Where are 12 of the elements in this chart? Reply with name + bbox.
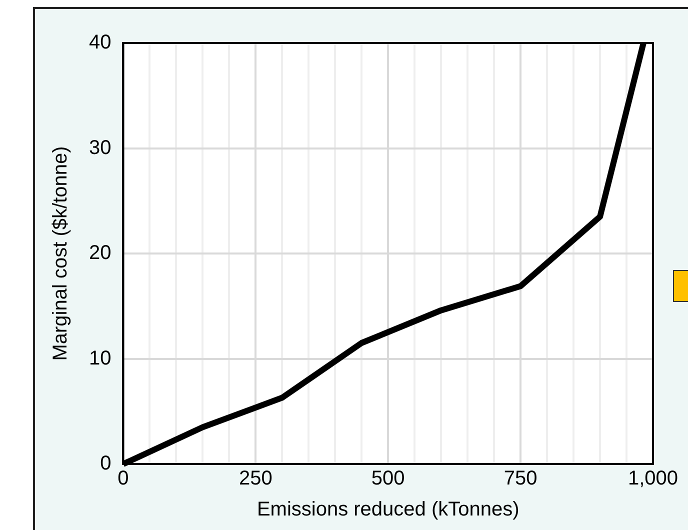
x-tick-label: 1,000 bbox=[628, 468, 678, 490]
y-tick-label: 40 bbox=[88, 32, 112, 54]
x-tick-label: 0 bbox=[118, 468, 129, 490]
x-axis-title: Emissions reduced (kTonnes) bbox=[256, 498, 520, 521]
x-tick-label: 250 bbox=[238, 468, 272, 490]
y-axis-title: Marginal cost ($k/tonne) bbox=[50, 146, 72, 361]
y-tick-label: 0 bbox=[100, 452, 112, 475]
y-tick-label: 20 bbox=[88, 242, 112, 264]
x-tick-label: 500 bbox=[371, 468, 405, 490]
y-tick-label: 10 bbox=[88, 347, 112, 370]
x-tick-label: 750 bbox=[504, 468, 538, 490]
y-tick-label: 30 bbox=[88, 136, 112, 159]
